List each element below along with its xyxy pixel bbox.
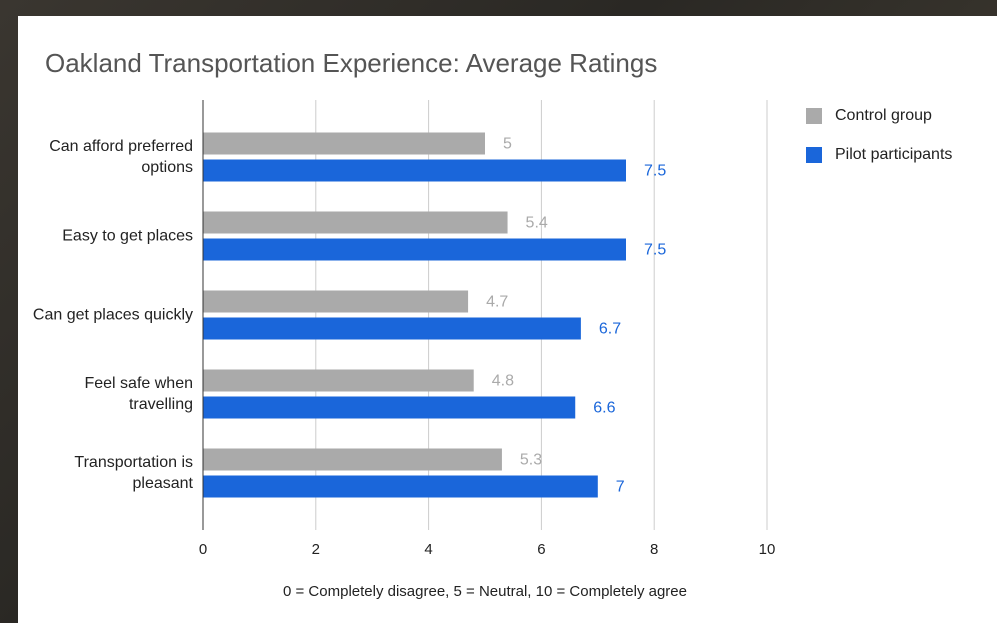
x-axis-label: 0 = Completely disagree, 5 = Neutral, 10… — [283, 583, 687, 600]
bar — [203, 290, 469, 313]
x-tick-label: 10 — [759, 541, 776, 558]
bar — [203, 448, 502, 471]
data-label: 5 — [503, 136, 512, 153]
legend-label: Pilot participants — [835, 146, 952, 163]
data-label: 5.4 — [526, 215, 548, 232]
bar — [203, 475, 598, 498]
y-tick-label: Feel safe when travelling — [84, 375, 193, 413]
data-label: 7 — [616, 479, 625, 496]
bar — [203, 132, 485, 155]
legend-swatch — [806, 108, 822, 124]
bar — [203, 211, 508, 234]
data-label: 6.6 — [593, 400, 615, 417]
x-tick-label: 6 — [537, 541, 545, 558]
bar — [203, 396, 576, 419]
bar — [203, 369, 474, 392]
data-label: 4.8 — [492, 373, 514, 390]
chart-title: Oakland Transportation Experience: Avera… — [45, 48, 657, 78]
legend-label: Control group — [835, 107, 932, 124]
x-tick-label: 2 — [312, 541, 320, 558]
y-tick-label: Transportation is pleasant — [74, 454, 193, 492]
bar — [203, 159, 626, 182]
data-label: 7.5 — [644, 163, 666, 180]
data-label: 7.5 — [644, 242, 666, 259]
bar — [203, 317, 581, 340]
legend-swatch — [806, 147, 822, 163]
x-tick-label: 0 — [199, 541, 207, 558]
data-label: 5.3 — [520, 452, 542, 469]
y-tick-label: Can afford preferred options — [49, 138, 193, 176]
bar — [203, 238, 626, 261]
y-tick-label: Easy to get places — [62, 227, 193, 245]
data-label: 6.7 — [599, 321, 621, 338]
data-label: 4.7 — [486, 294, 508, 311]
x-tick-label: 8 — [650, 541, 658, 558]
x-tick-label: 4 — [424, 541, 432, 558]
y-tick-label: Can get places quickly — [32, 306, 193, 324]
